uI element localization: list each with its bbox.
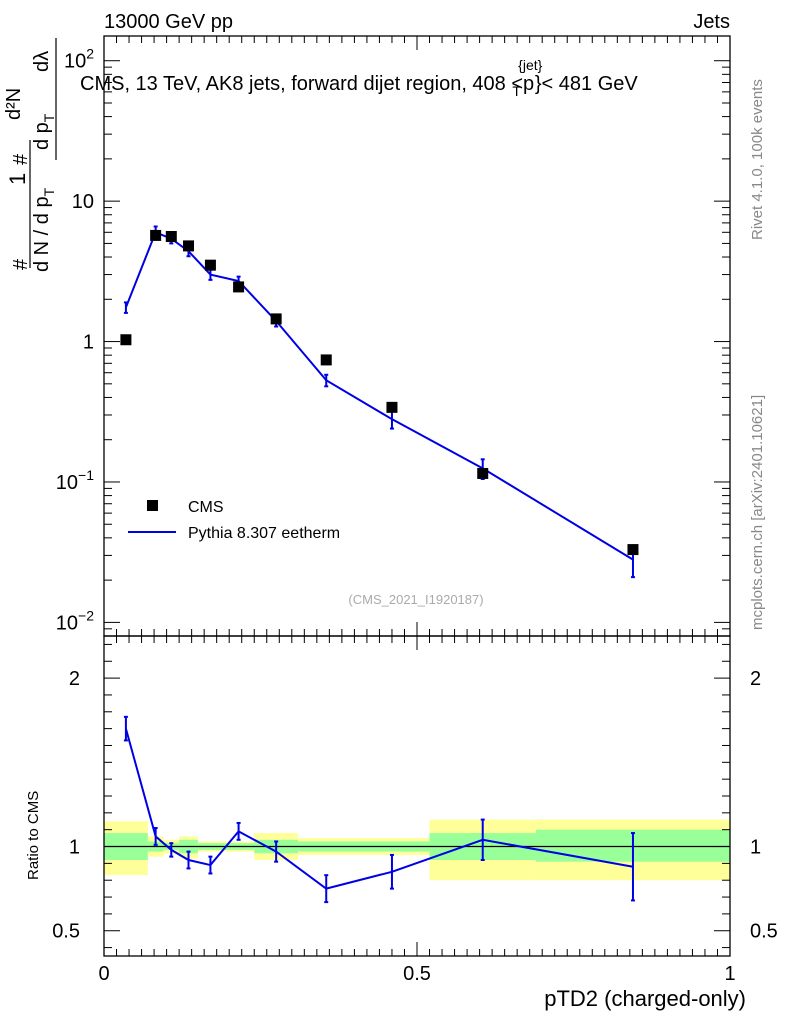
main-y-tick-label: 10 xyxy=(72,191,94,213)
y-label-dn-dpt: d N / d pT xyxy=(31,187,57,272)
ratio-bands xyxy=(104,819,730,881)
cms-data-point xyxy=(150,229,162,241)
cms-data-point xyxy=(183,240,195,252)
cms-data-point xyxy=(320,354,332,366)
cms-data-point xyxy=(120,334,132,346)
title-text: CMS, 13 TeV, AK8 jets, forward dijet reg… xyxy=(80,57,638,99)
main-y-axis-label: # 1 d N / d pT # d²N d pT dλ xyxy=(3,38,57,272)
tick-labels: 0 0.5 1 10−2 10−1 1 10 102 0.5 0.5 1 1 2 2 xyxy=(52,46,778,985)
plot-title: CMS, 13 TeV, AK8 jets, forward dijet reg… xyxy=(80,57,638,99)
axis-ticks xyxy=(103,36,731,956)
title-pre: CMS, 13 TeV, AK8 jets, forward dijet reg… xyxy=(80,73,534,95)
mcplots-label: mcplots.cern.ch [arXiv:2401.10621] xyxy=(749,395,766,630)
x-tick-label: 1 xyxy=(724,963,735,985)
rivet-label: Rivet 4.1.0, 100k events xyxy=(749,79,766,240)
ratio-y-label: Ratio to CMS xyxy=(25,791,42,880)
legend-data-marker xyxy=(147,500,158,511)
plot-frames xyxy=(103,35,731,957)
y-label-hash2: # xyxy=(10,153,32,165)
ratio-y-tick-label-right: 0.5 xyxy=(750,921,778,943)
analysis-watermark: (CMS_2021_I1920187) xyxy=(348,592,483,607)
title-post: }< 481 GeV xyxy=(535,73,639,95)
main-y-tick-label: 10−1 xyxy=(56,467,94,494)
main-y-tick-label: 1 xyxy=(83,332,94,354)
legend-data-label: CMS xyxy=(188,499,224,516)
header-right: Jets xyxy=(693,11,730,33)
main-y-tick-label: 102 xyxy=(64,46,94,73)
x-tick-label: 0.5 xyxy=(403,963,431,985)
cms-data-point xyxy=(477,467,489,479)
ratio-y-tick-label-right: 2 xyxy=(750,668,761,690)
x-axis-label: pTD2 (charged-only) xyxy=(544,986,746,1011)
legend: CMS Pythia 8.307 eetherm xyxy=(128,499,340,542)
y-label-dpt-dl: d pT xyxy=(31,113,57,150)
y-label-d2n: d²N xyxy=(3,88,25,120)
ratio-y-tick-label-right: 1 xyxy=(750,837,761,859)
legend-mc-label: Pythia 8.307 eetherm xyxy=(188,525,340,542)
ratio-plot-frame xyxy=(103,635,731,957)
cms-data-point xyxy=(204,259,216,271)
cms-data-point xyxy=(233,281,245,293)
cms-data-point xyxy=(386,401,398,413)
cms-data-point xyxy=(627,544,639,556)
y-label-one: 1 xyxy=(5,173,30,185)
data-marks xyxy=(120,225,639,904)
ratio-y-tick-label-left: 2 xyxy=(69,668,80,690)
ratio-y-tick-label-left: 0.5 xyxy=(52,921,80,943)
title-sup: {jet} xyxy=(518,57,542,73)
ratio-y-tick-label-left: 1 xyxy=(69,837,80,859)
x-tick-label: 0 xyxy=(98,963,109,985)
cms-data-point xyxy=(165,231,177,243)
y-label-hash1: # xyxy=(10,258,32,270)
header-left: 13000 GeV pp xyxy=(104,11,233,33)
y-label-dlambda: dλ xyxy=(31,51,53,72)
main-y-tick-label: 10−2 xyxy=(56,607,94,634)
cms-data-point xyxy=(270,313,282,325)
title-sub: T xyxy=(512,83,521,99)
